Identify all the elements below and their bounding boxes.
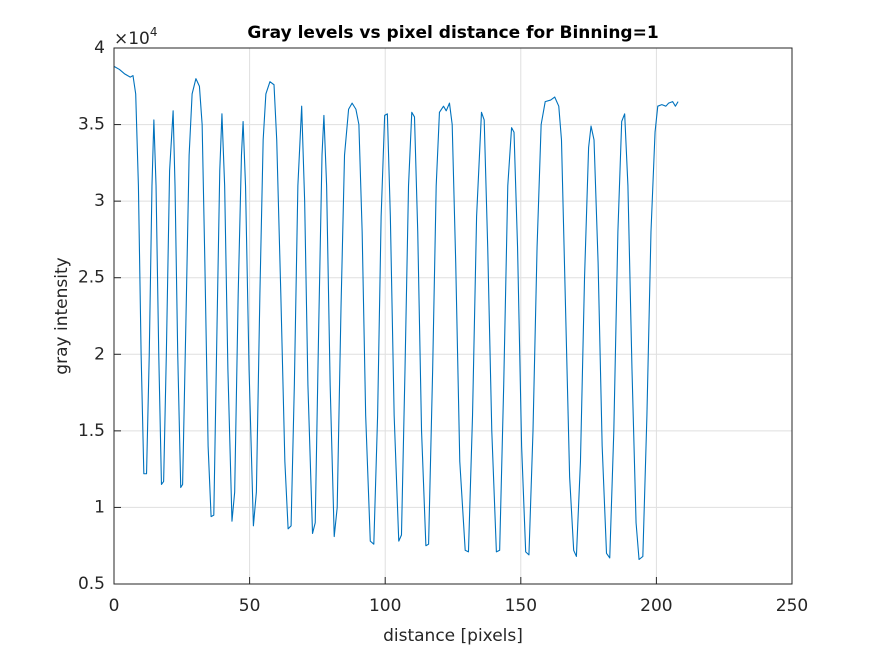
- y-tick-label: 4: [94, 38, 105, 58]
- plot-area: [114, 48, 792, 584]
- y-tick-label: 0.5: [78, 574, 105, 594]
- y-exponent-power: 4: [150, 25, 158, 39]
- chart-title: Gray levels vs pixel distance for Binnin…: [247, 23, 658, 43]
- x-tick-label: 100: [369, 596, 401, 616]
- x-tick-label: 150: [505, 596, 537, 616]
- axes-box: [113, 47, 793, 585]
- x-axis-label: distance [pixels]: [383, 626, 523, 646]
- data-line: [113, 65, 679, 561]
- y-tick-label: 2: [94, 344, 105, 364]
- y-tick-label: 1.5: [78, 421, 105, 441]
- x-tick-label: 200: [640, 596, 672, 616]
- x-tick-label: 250: [776, 596, 808, 616]
- y-exponent-base: ×10: [114, 29, 150, 49]
- y-tick-label: 1: [94, 497, 105, 517]
- x-tick-label: 0: [109, 596, 120, 616]
- y-tick-label: 3.5: [78, 115, 105, 135]
- y-exponent: ×104: [114, 25, 158, 50]
- y-tick-label: 3: [94, 191, 105, 211]
- y-tick-label: 2.5: [78, 268, 105, 288]
- x-tick-label: 50: [239, 596, 261, 616]
- y-axis-label: gray intensity: [52, 257, 72, 374]
